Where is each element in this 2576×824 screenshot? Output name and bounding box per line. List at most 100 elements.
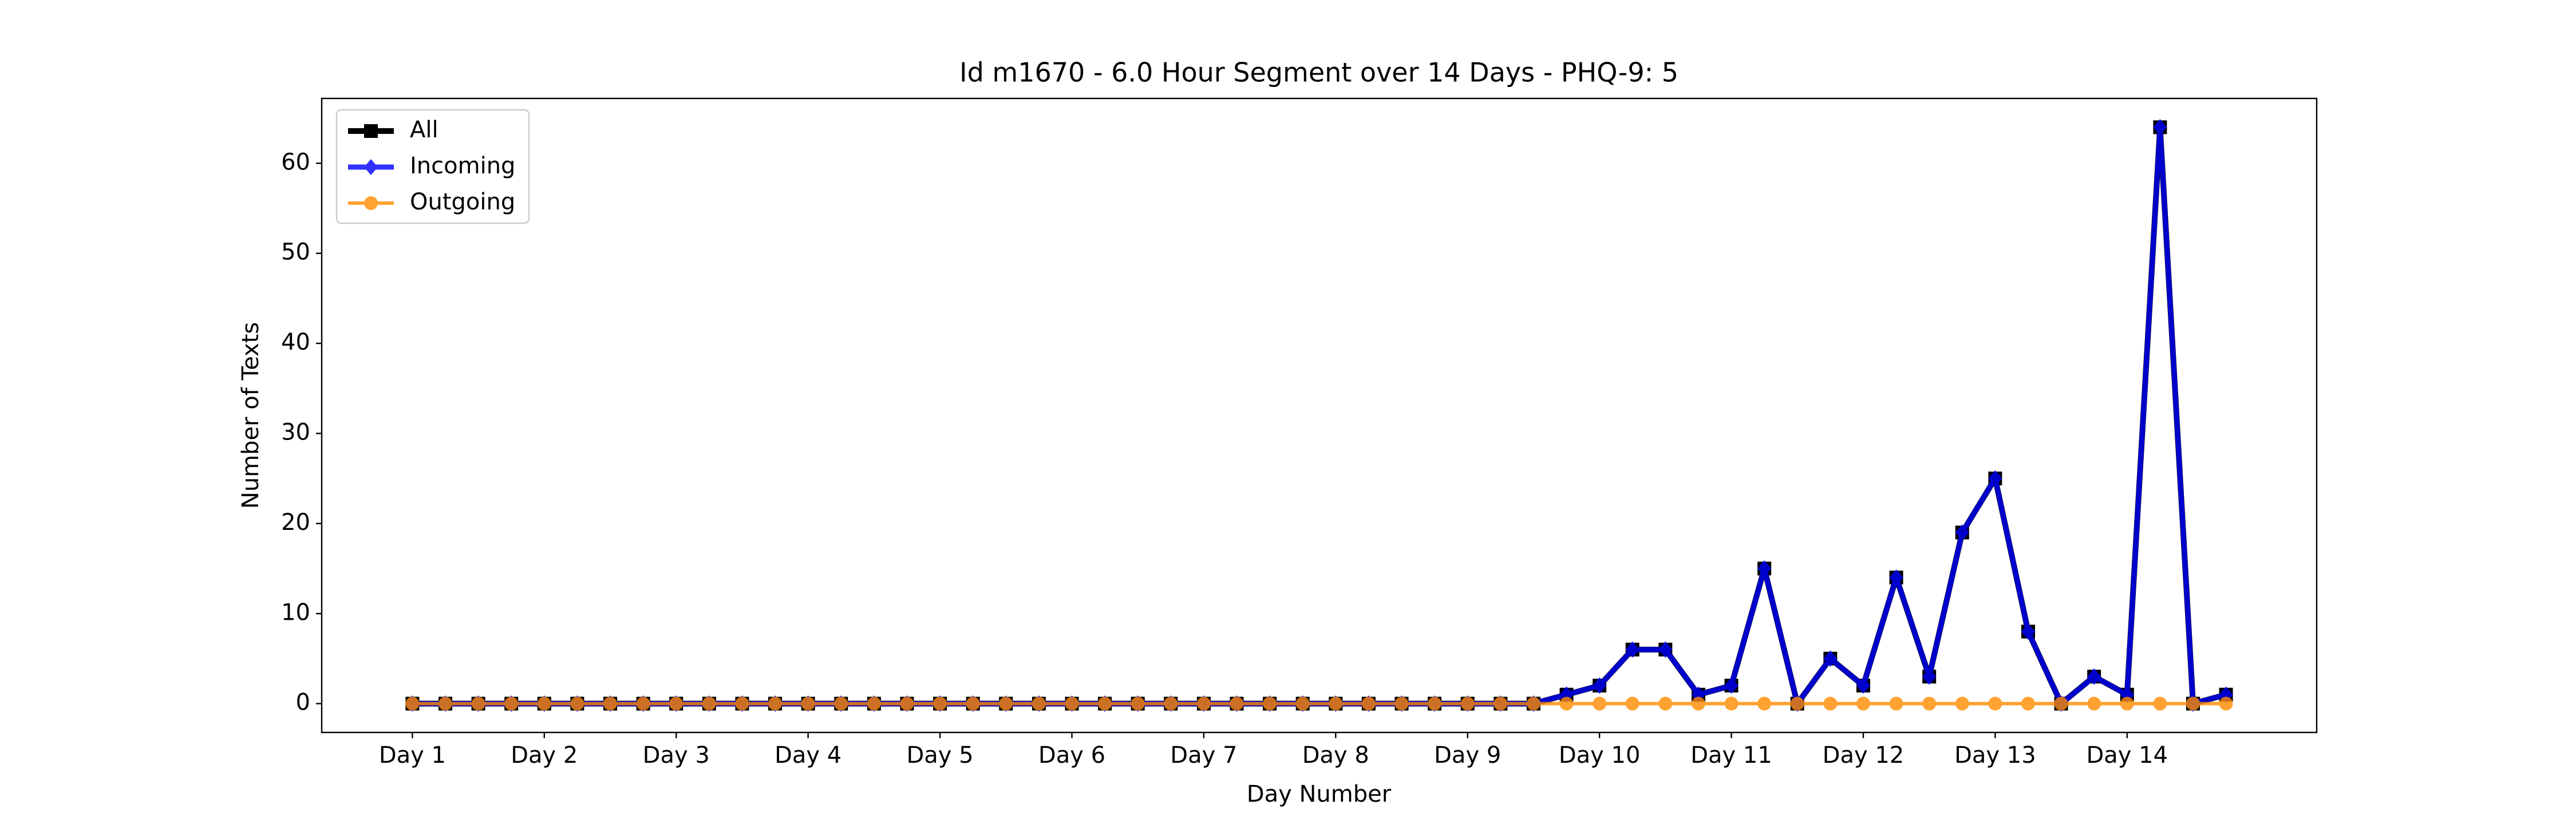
data-point [1295,696,1310,711]
y-tick-label: 20 [281,509,310,536]
data-point [801,696,815,711]
data-point [1196,696,1211,711]
data-point [768,696,783,711]
data-point [2087,668,2101,685]
y-tick-label: 60 [281,149,310,175]
data-point [537,696,551,711]
data-point [1757,696,1772,711]
data-point [1494,696,1508,711]
data-point [2087,696,2101,711]
data-point [669,696,683,711]
legend-marker [364,159,378,175]
data-point [1757,560,1772,577]
data-point [1032,696,1046,711]
data-point [1394,696,1409,711]
data-point [1724,677,1739,694]
chart-title: Id m1670 - 6.0 Hour Segment over 14 Days… [959,57,1678,88]
data-point [900,696,914,711]
x-tick-label: Day 5 [906,742,973,768]
data-point [2153,696,2167,711]
x-axis-label: Day Number [1247,781,1392,807]
x-tick-label: Day 1 [379,742,446,768]
data-point [2186,696,2200,711]
plot-frame [321,97,2318,734]
data-point [1691,696,1705,711]
data-point [1856,696,1870,711]
y-tick-label: 30 [281,419,310,445]
x-tick-label: Day 9 [1434,742,1501,768]
data-point [1724,696,1739,711]
data-point [636,696,650,711]
legend-label: Incoming [410,153,515,179]
data-point [1625,696,1639,711]
data-point [1428,696,1442,711]
series-line [412,124,2227,707]
data-point [1955,696,1969,711]
y-axis-label: Number of Texts [238,322,264,509]
data-point [1922,696,1937,711]
y-tick-label: 50 [281,239,310,266]
series-line [412,124,2227,707]
data-point [2054,696,2068,711]
data-point [702,696,716,711]
x-tick-label: Day 11 [1690,742,1772,768]
data-point [1955,524,1969,541]
x-tick-label: Day 2 [511,742,578,768]
data-point [438,696,453,711]
legend-box [335,109,530,224]
series [405,120,2233,711]
data-point [1164,696,1178,711]
x-tick-label: Day 14 [2086,742,2168,768]
data-point [2120,696,2134,711]
legend-entry [348,159,394,175]
x-tick-label: Day 6 [1038,742,1105,768]
series [405,118,2233,712]
data-point [1131,696,1145,711]
x-tick-label: Day 10 [1559,742,1641,768]
data-point [1098,696,1112,711]
data-point [1593,677,1607,694]
data-point [867,696,881,711]
legend-entry [348,196,394,210]
data-point [1922,668,1937,685]
data-point [1823,650,1838,667]
data-point [933,696,947,711]
x-tick-label: Day 8 [1302,742,1369,768]
data-point [1889,696,1903,711]
data-point [1889,569,1903,586]
data-point [1460,696,1475,711]
data-point [1559,696,1574,711]
data-point [2021,696,2035,711]
data-point [1658,696,1673,711]
y-tick-label: 10 [281,599,310,625]
legend-label: Outgoing [410,189,515,215]
data-point [1230,696,1244,711]
data-point [1263,696,1277,711]
data-point [1823,696,1838,711]
data-point [1593,696,1607,711]
data-point [1065,696,1079,711]
x-tick-label: Day 12 [1823,742,1905,768]
data-point [1658,641,1673,658]
data-point [504,696,519,711]
data-point [1526,696,1540,711]
data-point [1988,696,2002,711]
legend-marker [364,124,378,138]
legend-marker [364,196,378,210]
data-point [603,696,618,711]
data-point [570,696,584,711]
data-point [405,696,420,711]
data-point [999,696,1013,711]
data-point [966,696,980,711]
y-tick-label: 0 [296,690,310,716]
data-point [2219,696,2233,711]
x-tick-label: Day 3 [643,742,710,768]
data-point [834,696,848,711]
data-point [1361,696,1376,711]
x-tick-label: Day 4 [775,742,841,768]
legend-label: All [410,117,438,143]
data-point [1329,696,1343,711]
data-point [2021,623,2035,640]
data-point [1856,677,1870,694]
